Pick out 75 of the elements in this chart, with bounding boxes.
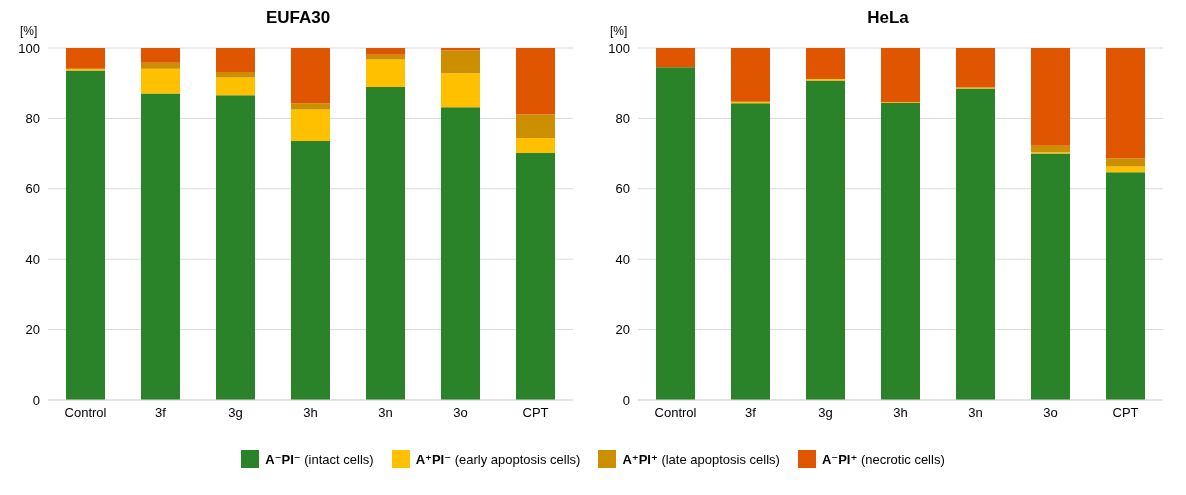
x-tick-label: 3f [745,405,757,421]
bar [806,48,845,79]
bar [291,103,330,110]
bar [141,93,180,400]
y-tick-label: 100 [18,40,40,56]
x-tick-label: 3n [378,405,393,421]
x-tick-label: CPT [1112,405,1139,421]
bar [141,68,180,94]
x-tick-label: 3h [303,405,318,421]
y-tick-label: 100 [608,40,630,56]
bar [806,80,845,400]
bar [366,54,405,60]
x-tick-label: 3f [155,405,167,421]
bar [1106,158,1145,167]
bar [66,48,105,69]
bar [1106,48,1145,159]
y-tick-label: 80 [615,111,630,127]
x-tick-label: CPT [522,405,549,421]
x-tick-label: 3g [818,405,833,421]
bar [141,48,180,63]
bar [516,138,555,153]
x-tick-label: Control [654,405,697,421]
bar [291,48,330,104]
legend-label: A⁻PI⁺ (necrotic cells) [821,451,945,467]
x-tick-label: 3h [893,405,908,421]
bar [956,88,995,400]
chart-title: EUFA30 [265,8,331,27]
bar [366,87,405,400]
bar [881,102,920,400]
y-axis-title: [%] [610,24,628,38]
bar [216,71,255,78]
x-tick-label: 3o [1043,405,1058,421]
bar [881,48,920,103]
y-tick-label: 60 [25,181,40,197]
bar [1106,172,1145,400]
bar [366,59,405,88]
chart-title: HeLa [867,8,909,27]
x-tick-label: 3n [968,405,983,421]
bar [441,73,480,108]
bar [731,48,770,102]
bar [216,95,255,400]
y-tick-label: 60 [615,181,630,197]
x-tick-label: 3o [453,405,468,421]
x-tick-label: 3g [228,405,243,421]
legend-label: A⁺PI⁺ (late apoptosis cells) [622,451,780,467]
bar [441,107,480,400]
bar [1031,145,1070,153]
bar [516,48,555,115]
y-tick-label: 80 [25,111,40,127]
bar [66,70,105,400]
y-tick-label: 20 [25,322,40,338]
y-tick-label: 40 [25,251,40,267]
bar [731,103,770,400]
y-tick-label: 40 [615,251,630,267]
y-axis-title: [%] [20,24,38,38]
y-tick-label: 0 [32,392,40,408]
bar [216,48,255,72]
bar [216,77,255,96]
bar [291,140,330,400]
y-tick-label: 0 [622,392,630,408]
bar [441,50,480,74]
bar [656,67,695,400]
bar [516,114,555,139]
bar [1031,153,1070,400]
legend-label: A⁺PI⁻ (early apoptosis cells) [415,451,581,467]
bar [516,152,555,400]
bar [656,48,695,68]
legend-label: A⁻PI⁻ (intact cells) [265,451,374,467]
bar [366,48,405,55]
y-tick-label: 20 [615,322,630,338]
bar [141,62,180,69]
bar [956,48,995,88]
bar [1031,48,1070,146]
x-tick-label: Control [64,405,107,421]
bar [291,109,330,141]
